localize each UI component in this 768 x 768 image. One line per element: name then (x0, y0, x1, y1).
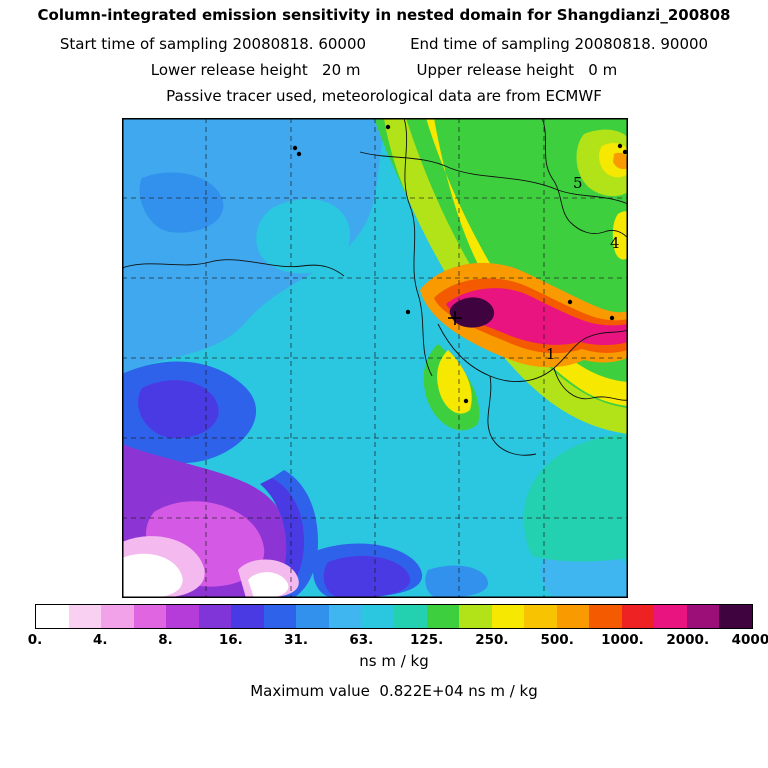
station-dot (463, 398, 469, 404)
contour-region (122, 259, 345, 277)
colorbar-segment (556, 605, 590, 628)
tracer-meteo-line: Passive tracer used, meteorological data… (166, 87, 602, 105)
station-dot (405, 309, 411, 315)
colorbar-segment (589, 605, 622, 628)
plot-title: Column-integrated emission sensitivity i… (37, 6, 731, 24)
station-dot (617, 143, 623, 149)
contour-region (613, 152, 628, 170)
contour-region (437, 350, 472, 414)
contour-region (359, 151, 628, 205)
end-time-text: End time of sampling 20080818. 90000 (410, 35, 709, 53)
colorbar-tick-label: 500. (540, 632, 574, 648)
station-dot (609, 315, 615, 321)
colorbar-tick-label: 125. (409, 632, 444, 648)
station-dot (385, 124, 391, 130)
contour-region (122, 553, 183, 598)
colorbar-segment (361, 605, 395, 628)
colorbar-tick-label: 4. (93, 632, 108, 648)
contour-region (248, 572, 289, 598)
colorbar-tick-label: 1000. (601, 632, 644, 648)
contour-region (260, 478, 304, 598)
contour-region (540, 551, 628, 598)
colorbar-segment (719, 605, 753, 628)
contour-region (139, 172, 224, 233)
lower-height-text: Lower release height 20 m (150, 61, 361, 79)
release-heights-line: Lower release height 20 m Upper release … (0, 61, 768, 79)
contour-region (541, 118, 628, 239)
colorbar-tick-label: 16. (218, 632, 243, 648)
colorbar-segment (621, 605, 655, 628)
station-dot (296, 151, 302, 157)
colorbar-segment (263, 605, 297, 628)
grid-lines (122, 118, 628, 598)
colorbar-tick-label: 250. (475, 632, 509, 648)
colorbar-segment (394, 605, 427, 628)
colorbar-tick-label: 0. (27, 632, 43, 648)
map-border (122, 118, 628, 598)
contour-region (449, 297, 495, 328)
contour-region (553, 367, 628, 401)
maximum-value-label: Maximum value 0.822E+04 ns m / kg (250, 682, 538, 700)
colorbar-tick-label: 4000. (731, 632, 768, 648)
colorbar-tick-label: 63. (349, 632, 374, 648)
colorbar-segment (296, 605, 329, 628)
colorbar-segment (166, 605, 199, 628)
colorbar-tick-label: 31. (284, 632, 309, 648)
colorbar-area: 0. 4. 8. 16. 31. 63. 125. 250. 500. 1000. 2000. 400… (28, 604, 768, 650)
colorbar-segments (35, 604, 753, 629)
contour-region (425, 565, 489, 598)
contour-region (523, 434, 628, 562)
upper-height-text: Upper release height 0 m (416, 61, 618, 79)
contour-region (272, 470, 318, 598)
colorbar-segment (491, 605, 525, 628)
colorbar-tick-label: 2000. (666, 632, 710, 648)
map-number-labels: 5 4 1 (546, 174, 620, 363)
colorbar-segment (459, 605, 492, 628)
colorbar-segment (328, 605, 362, 628)
colorbar-segment (68, 605, 102, 628)
colorbar-segment (524, 605, 557, 628)
colorbar-segment (101, 605, 134, 628)
colorbar-segment (654, 605, 687, 628)
colorbar-ticks: 0. 4. 8. 16. 31. 63. 125. 250. 500. 1000. 2000. 400… (28, 632, 768, 650)
contour-region (612, 211, 628, 260)
colorbar-segment (36, 605, 69, 628)
station-dot (622, 149, 628, 155)
sampling-times-line: Start time of sampling 20080818. 60000 E… (0, 35, 768, 53)
station-dots (292, 124, 628, 404)
coastlines (122, 118, 628, 456)
contour-region (384, 118, 628, 434)
map-panel: 5 4 1 (122, 118, 628, 598)
station-dot (292, 145, 298, 151)
sensitivity-map: 5 4 1 (122, 118, 628, 598)
contour-region (446, 288, 628, 345)
colorbar-segment (686, 605, 720, 628)
map-number-label: 1 (546, 345, 556, 363)
colorbar-segment (133, 605, 167, 628)
contour-region (138, 380, 219, 439)
start-time-text: Start time of sampling 20080818. 60000 (59, 35, 367, 53)
colorbar-units-label: ns m / kg (359, 652, 429, 670)
colorbar-segment (426, 605, 460, 628)
map-number-label: 5 (573, 174, 583, 192)
contour-region (403, 118, 433, 377)
receptor-marker (448, 311, 462, 325)
colorbar-tick-label: 8. (158, 632, 173, 648)
contour-region (256, 199, 351, 274)
contour-region (323, 555, 411, 598)
station-dot (567, 299, 573, 305)
map-number-label: 4 (610, 234, 620, 252)
colorbar-segment (198, 605, 232, 628)
colorbar-segment (231, 605, 264, 628)
